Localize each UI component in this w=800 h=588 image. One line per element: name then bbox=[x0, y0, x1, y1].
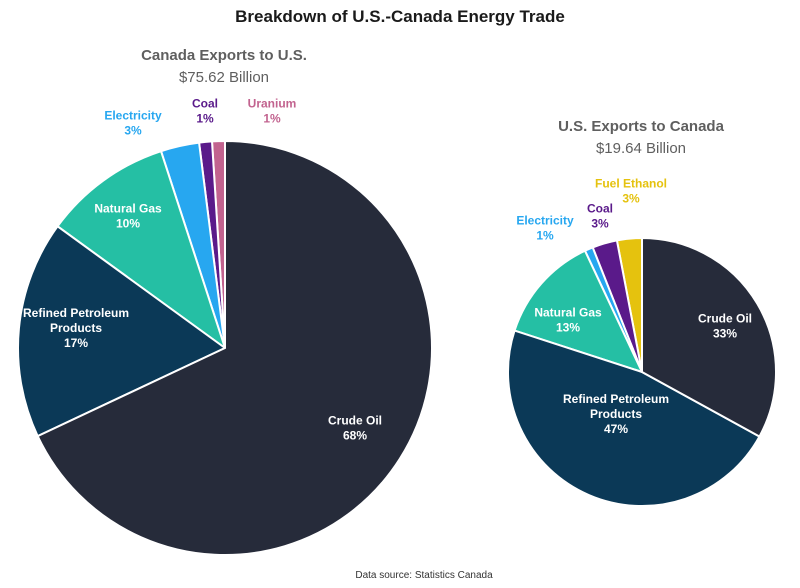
canada-exports-slice-crude-oil bbox=[36, 139, 433, 556]
canada-exports-label-refined-petroleum-products: Refined Petroleum Products 17% bbox=[23, 306, 129, 350]
canada-exports-label-coal: Coal 1% bbox=[192, 97, 218, 126]
canada-exports-label-uranium: Uranium 1% bbox=[248, 97, 297, 126]
left-pie-subtitle: $75.62 Billion bbox=[179, 69, 269, 86]
canada-exports-label-crude-oil: Crude Oil 68% bbox=[328, 414, 382, 443]
canada-exports-pie: Crude Oil 68% Refined Petroleum Products 17%… bbox=[17, 97, 433, 556]
data-source-note: Data source: Statistics Canada bbox=[355, 570, 493, 581]
right-pie-subtitle: $19.64 Billion bbox=[596, 140, 686, 157]
left-pie-title: Canada Exports to U.S. bbox=[141, 47, 307, 64]
us-exports-label-natural-gas: Natural Gas 13% bbox=[534, 306, 602, 335]
us-exports-label-crude-oil: Crude Oil 33% bbox=[698, 312, 752, 341]
us-exports-label-coal: Coal 3% bbox=[587, 202, 613, 231]
us-exports-label-electricity: Electricity 1% bbox=[516, 214, 574, 243]
us-exports-slice-crude-oil bbox=[641, 236, 778, 438]
right-pie-title: U.S. Exports to Canada bbox=[558, 118, 725, 135]
canada-exports-slice-refined-petroleum-products bbox=[17, 224, 227, 438]
us-exports-slice-refined-petroleum-products bbox=[507, 329, 761, 507]
us-exports-label-fuel-ethanol: Fuel Ethanol 3% bbox=[595, 177, 667, 206]
us-exports-slice-natural-gas bbox=[513, 249, 644, 374]
canada-exports-label-electricity: Electricity 3% bbox=[104, 109, 162, 138]
us-exports-pie: Crude Oil 33% Refined Petroleum Products 47%… bbox=[507, 177, 778, 507]
canada-exports-slice-natural-gas bbox=[56, 149, 227, 351]
us-exports-label-refined-petroleum-products: Refined Petroleum Products 47% bbox=[563, 392, 669, 436]
canada-exports-label-natural-gas: Natural Gas 10% bbox=[94, 202, 162, 231]
main-title: Breakdown of U.S.-Canada Energy Trade bbox=[235, 7, 565, 26]
